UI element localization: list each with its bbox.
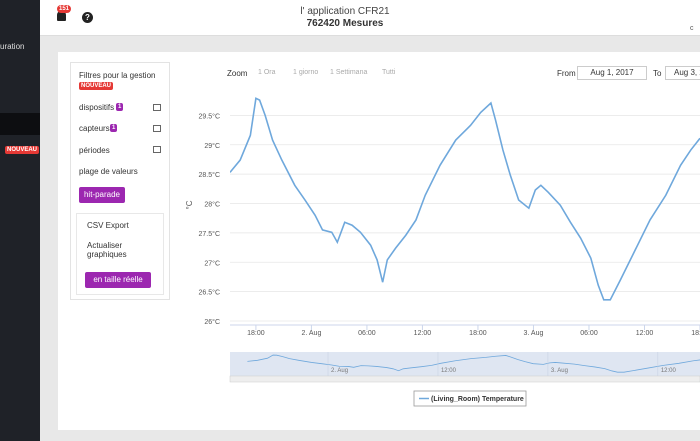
filter-badge: NOUVEAU: [79, 82, 114, 90]
sidebar-item[interactable]: uration: [0, 42, 25, 51]
from-input[interactable]: Aug 1, 2017: [577, 66, 647, 80]
header: 151 ? l' application CFR21 762420 Mesure…: [40, 0, 700, 36]
zoom-option[interactable]: 1 Ora: [258, 69, 276, 76]
x-tick-label: 18:00: [247, 330, 265, 337]
navigator-label: 2. Aug: [331, 368, 348, 374]
app-title: l' application CFR21: [300, 6, 390, 17]
y-tick-label: 29°C: [204, 142, 220, 150]
active-row: [0, 113, 40, 135]
filter-count: 1: [110, 124, 118, 132]
from-label: From: [557, 69, 576, 78]
y-axis-label: °C: [185, 200, 194, 209]
x-tick-label: 06:00: [358, 330, 376, 337]
zoom-option[interactable]: 1 giorno: [293, 69, 319, 76]
y-tick-label: 26.5°C: [199, 289, 220, 297]
x-tick-label: 2. Aug: [301, 330, 321, 337]
hit-parade-button[interactable]: hit-parade: [79, 187, 125, 203]
fullsize-button[interactable]: en taille réelle: [85, 272, 151, 288]
zoom-label: Zoom: [227, 69, 248, 78]
y-tick-label: 27.5°C: [199, 230, 220, 238]
filter-item[interactable]: plage de valeurs: [79, 167, 138, 176]
zoom-option[interactable]: Tutti: [382, 69, 396, 76]
filter-panel: Filtres pour la gestion NOUVEAU disposit…: [70, 62, 170, 300]
icon: [153, 146, 161, 153]
user-menu[interactable]: c: [690, 25, 694, 32]
legend-box: [413, 390, 527, 407]
y-tick-label: 27°C: [204, 259, 220, 267]
x-tick-label: 18:00: [691, 330, 700, 337]
navigator-label: 3. Aug: [551, 368, 568, 374]
filter-count: 1: [116, 103, 124, 111]
zoom-option[interactable]: 1 Settimana: [330, 69, 368, 76]
tools-box: CSV Export Actualiser graphiques en tail…: [76, 213, 164, 295]
x-tick-label: 12:00: [636, 330, 654, 337]
legend-label: (Living_Room) Temperature: [431, 396, 524, 403]
csv-export[interactable]: CSV Export: [87, 221, 129, 230]
x-tick-label: 12:00: [414, 330, 432, 337]
x-tick-label: 06:00: [580, 330, 598, 337]
filter-title[interactable]: Filtres pour la gestion: [79, 71, 156, 80]
sidebar: uration NOUVEAU: [0, 0, 40, 441]
navigator-mask: [230, 352, 700, 376]
data-line: [230, 97, 700, 301]
scrollbar[interactable]: [229, 375, 700, 383]
x-tick-label: 18:00: [469, 330, 487, 337]
refresh-charts[interactable]: Actualiser graphiques: [87, 241, 127, 259]
x-tick-label: 3. Aug: [524, 330, 544, 337]
y-tick-label: 26°C: [204, 318, 220, 326]
notification-badge: 151: [57, 5, 72, 13]
bell-icon[interactable]: [57, 11, 66, 21]
navigator-label: 12:00: [441, 368, 457, 374]
to-input[interactable]: Aug 3, 2017: [665, 66, 700, 80]
navigator-line: [247, 354, 700, 373]
filter-item[interactable]: dispositifs: [79, 103, 115, 112]
y-tick-label: 29.5°C: [199, 112, 220, 120]
icon: [153, 104, 161, 111]
sidebar-badge: NOUVEAU: [5, 146, 40, 154]
y-tick-label: 28.5°C: [199, 171, 220, 179]
to-label: To: [653, 69, 662, 78]
icon: [153, 125, 161, 132]
filter-item[interactable]: capteurs: [79, 124, 110, 133]
help-icon[interactable]: ?: [82, 12, 93, 23]
navigator-label: 12:00: [661, 368, 677, 374]
measure-count: 762420 Mesures: [306, 18, 384, 29]
y-tick-label: 28°C: [204, 201, 220, 209]
filter-item[interactable]: périodes: [79, 146, 110, 155]
